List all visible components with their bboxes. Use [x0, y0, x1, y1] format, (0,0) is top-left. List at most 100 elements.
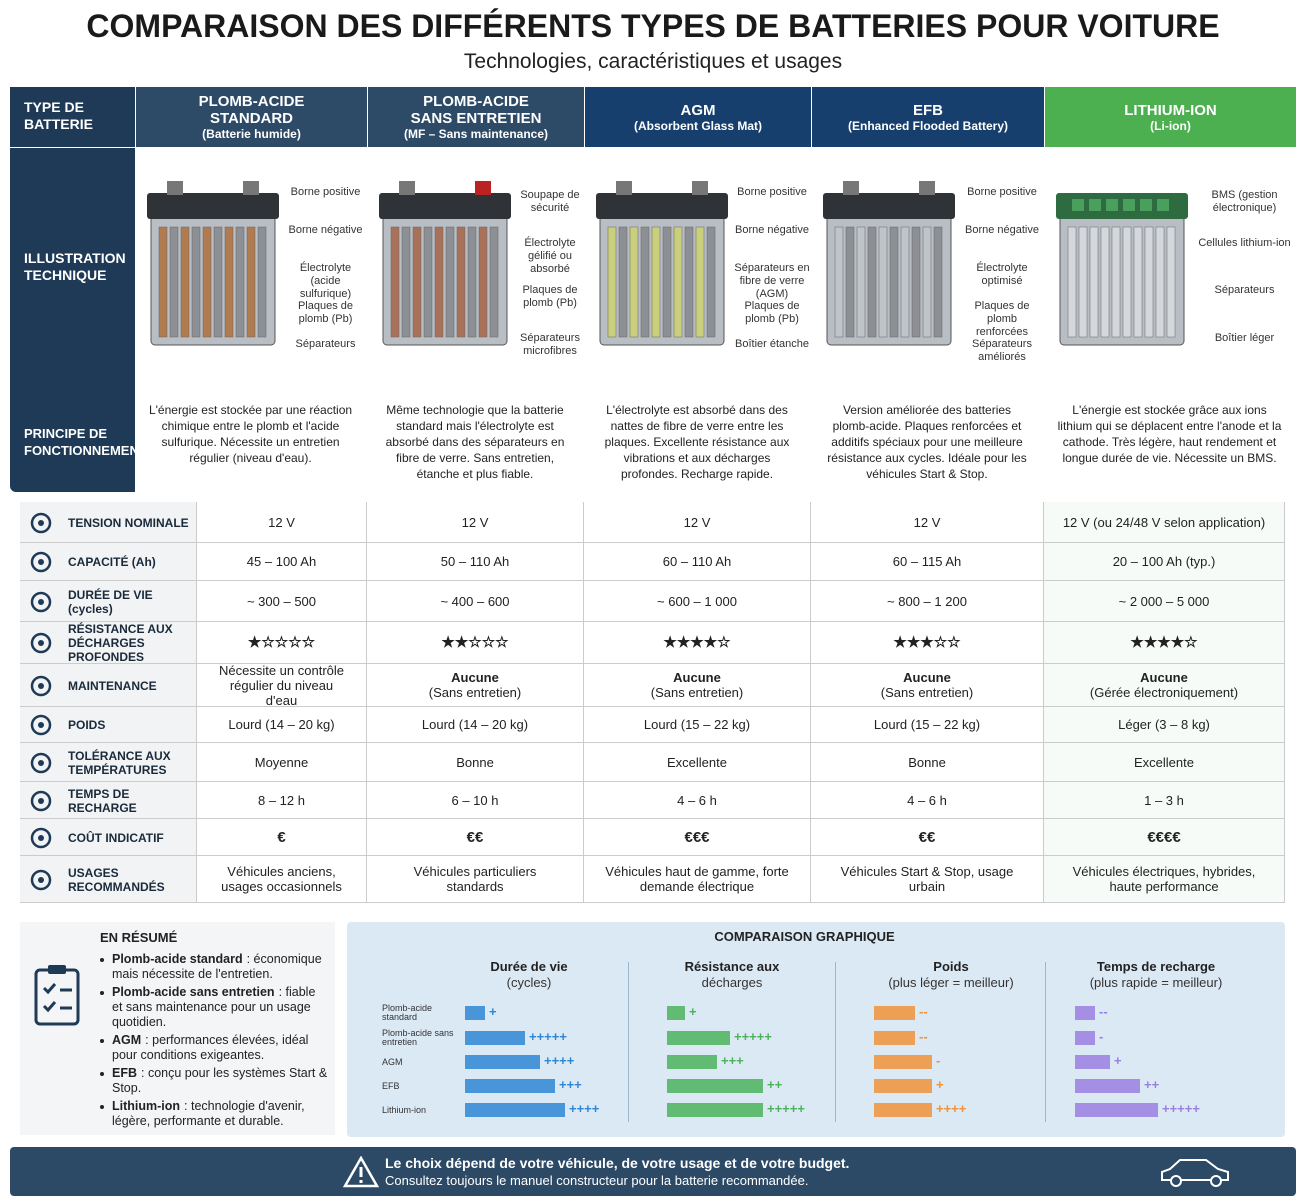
shape [1106, 199, 1118, 211]
row-icon [30, 551, 52, 573]
row-icon [30, 869, 52, 890]
car-icon [1161, 1159, 1229, 1187]
table-cell: 45 – 100 Ah [197, 543, 367, 581]
cell-main: Aucune [1140, 670, 1188, 685]
bar [667, 1006, 685, 1020]
shape [618, 226, 628, 338]
panel-subtitle: (plus rapide = meilleur) [1089, 975, 1223, 990]
shape [1123, 199, 1135, 211]
shape [856, 226, 866, 338]
shape [30, 591, 52, 612]
shape [42, 983, 72, 1013]
cell-sub: (Sans entretien) [880, 685, 974, 700]
shape [434, 226, 444, 338]
bar-mark: ++++ [569, 1101, 600, 1116]
table-cell: Moyenne [197, 743, 367, 782]
row-icon [30, 512, 52, 533]
callout: Borne négative [735, 224, 809, 237]
cell-text: Véhicules électriques, hybrides, haute p… [1072, 864, 1256, 894]
cell-text: Moyenne [254, 754, 309, 770]
principle-text: Même technologie que la batterie standar… [385, 403, 565, 481]
shape [651, 226, 661, 338]
table-cell: Aucune (Gérée électroniquement) [1044, 664, 1285, 707]
row-label: USAGES RECOMMANDÉS [68, 865, 165, 894]
bar-mark: -- [1099, 1004, 1108, 1019]
bar [465, 1055, 540, 1069]
shape [30, 675, 52, 696]
bar-mark: -- [919, 1029, 928, 1044]
table-cell: Excellente [1044, 743, 1285, 782]
row-label: POIDS [68, 718, 106, 732]
row-icon [30, 714, 52, 736]
cell-main: Aucune [673, 670, 721, 685]
cell-text: ★★☆☆☆ [441, 634, 509, 651]
shape [900, 226, 910, 338]
shape [1078, 226, 1088, 338]
shape [38, 598, 44, 605]
shape [158, 226, 168, 338]
summary-term: AGM [112, 1033, 142, 1047]
shape [922, 226, 932, 338]
table-cell: 4 – 6 h [584, 782, 811, 819]
shape [30, 827, 52, 848]
panel-subtitle: décharges [701, 975, 763, 990]
shape [456, 226, 466, 338]
cell-text: 12 V (ou 24/48 V selon application) [1062, 514, 1266, 530]
summary-text: : performances élevées, idéal pour condi… [112, 1033, 309, 1062]
cell-text: €€ [918, 828, 936, 846]
shape [1111, 226, 1121, 338]
table-cell: ~ 800 – 1 200 [811, 581, 1044, 622]
shape [933, 226, 943, 338]
shape [30, 752, 52, 773]
summary-item: EFB: conçu pour les systèmes Start & Sto… [100, 1066, 328, 1096]
table-cell: 12 V [584, 502, 811, 543]
column-name: LITHIUM-ION [1124, 101, 1217, 119]
header-cell: LITHIUM-ION (Li-ion) [1045, 87, 1296, 147]
callout: Électrolyte gélifié ou absorbé [524, 236, 576, 275]
shape [38, 640, 44, 646]
bar-mark: +++++ [1162, 1101, 1200, 1116]
principle-text: L'électrolyte est absorbé dans des natte… [604, 403, 790, 481]
callout: Plaques de plomb renforcées [974, 300, 1030, 339]
cell-text: Léger (3 – 8 kg) [1118, 717, 1210, 732]
summary-term: Lithium-ion [112, 1099, 181, 1113]
bar [1075, 1006, 1095, 1020]
shape [167, 181, 183, 195]
cell-text: ★★★★☆ [663, 634, 731, 651]
shape [30, 869, 52, 890]
summary-list: Plomb-acide standard: économique mais né… [100, 952, 328, 1132]
shape [1144, 226, 1154, 338]
cell-text: 8 – 12 h [258, 792, 305, 808]
callout: Plaques de plomb (Pb) [744, 300, 800, 326]
table-cell: Bonne [811, 743, 1044, 782]
category-label: Lithium-ion [382, 1104, 427, 1115]
table-cell: Lourd (14 – 20 kg) [197, 707, 367, 743]
column-name: PLOMB-ACIDE SANS ENTRETIEN [410, 93, 542, 127]
shape [1161, 1159, 1229, 1181]
table-cell: €€€ [584, 819, 811, 856]
shape [213, 226, 223, 338]
shape [235, 226, 245, 338]
bar [667, 1079, 763, 1093]
row-header: TENSION NOMINALE [20, 502, 197, 543]
table-cell: ★★★☆☆ [811, 622, 1044, 664]
bar [874, 1079, 932, 1093]
graph-bars [465, 1006, 1158, 1117]
callout: Boîtier étanche [735, 338, 809, 351]
cell-sub: (Sans entretien) [650, 685, 744, 700]
table-cell: € [197, 819, 367, 856]
row-icon [30, 591, 52, 612]
panel-subtitle: (plus léger = meilleur) [888, 975, 1014, 990]
row-header: TOLÉRANCE AUX TEMPÉRATURES [20, 743, 197, 782]
bullet [100, 991, 104, 995]
cell-text: Excellente [667, 754, 727, 770]
shape [38, 682, 44, 689]
table-cell: Véhicules Start & Stop, usage urbain [811, 856, 1044, 903]
shape [1155, 226, 1165, 338]
cell-text: 4 – 6 h [907, 792, 947, 808]
bar-mark: +++++ [767, 1101, 805, 1116]
summary-item: Lithium-ion: technologie d'avenir, légèr… [100, 1099, 328, 1129]
battery-illustration [823, 181, 955, 346]
cell-text: 4 – 6 h [677, 792, 717, 808]
